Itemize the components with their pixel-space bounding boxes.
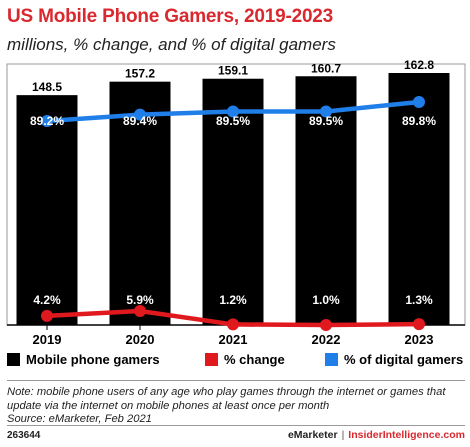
footer-brand: eMarketer | InsiderIntelligence.com [288,429,465,441]
x-tick-label: 2022 [312,332,341,347]
bar-value-label: 162.8 [404,58,434,72]
bar-value-label: 160.7 [311,61,341,75]
percent-change-label: 1.3% [405,293,433,307]
x-tick-label: 2020 [126,332,155,347]
chart-id: 263644 [7,430,41,441]
legend-label: % of digital gamers [344,352,464,367]
digital-gamers-label: 89.4% [123,114,157,128]
legend-label: % change [224,352,285,367]
note-line: update via the internet on mobile phones… [7,399,330,412]
chart-note: Note: mobile phone users of any age who … [7,386,463,427]
bar-mobile-phone-gamers [202,78,264,326]
bar-value-label: 148.5 [32,80,62,94]
digital-gamers-label: 89.5% [216,114,250,128]
bar-value-label: 157.2 [125,67,155,81]
legend: Mobile phone gamers % change % of digita… [7,352,467,372]
legend-item-percent-change: % change [205,352,285,367]
point-digital-gamers [413,96,425,108]
bar-mobile-phone-gamers [16,95,78,325]
percent-change-label: 1.2% [219,293,247,307]
brand-emarketer: eMarketer [287,429,338,441]
digital-gamers-label: 89.8% [402,114,436,128]
source-line: Source: eMarketer, Feb 2021 [7,413,152,425]
legend-swatch-red [205,353,218,366]
point-percent-change [413,318,425,331]
point-digital-gamers [134,108,146,121]
digital-gamers-label: 89.2% [30,114,64,128]
point-digital-gamers [41,115,53,127]
bar-mobile-phone-gamers [388,73,450,325]
legend-label: Mobile phone gamers [26,352,160,367]
point-percent-change [227,318,239,331]
divider-bottom [7,425,465,426]
point-digital-gamers [320,105,332,118]
chart: 2019 2020 2021 2022 2023 148.5 157.2 159.1 160.7… [6,58,466,347]
bar-mobile-phone-gamers [295,76,357,326]
brand-insider-intelligence: InsiderIntelligence.com [348,429,465,441]
percent-change-label: 4.2% [33,293,61,307]
percent-change-label: 1.0% [312,293,340,307]
chart-title: US Mobile Phone Gamers, 2019-2023 [7,6,334,27]
bar-mobile-phone-gamers [109,81,171,325]
legend-item-percent-digital-gamers: % of digital gamers [325,352,463,367]
percent-change-label: 5.9% [126,293,154,307]
divider-top [7,380,465,381]
x-tick-label: 2021 [219,332,248,347]
brand-separator: | [341,429,345,441]
x-tick-label: 2023 [405,332,434,347]
note-line: Note: mobile phone users of any age who … [7,386,446,398]
x-tick-label: 2019 [33,332,62,347]
legend-item-mobile-phone-gamers: Mobile phone gamers [7,352,160,367]
point-digital-gamers [227,105,239,118]
digital-gamers-label: 89.5% [309,114,343,128]
point-percent-change [134,305,146,317]
bar-value-label: 159.1 [218,64,248,78]
legend-swatch-black [7,353,20,366]
legend-swatch-blue [325,353,338,366]
chart-subtitle: millions, % change, and % of digital gam… [7,35,336,54]
point-percent-change [41,309,53,322]
point-percent-change [320,319,332,331]
